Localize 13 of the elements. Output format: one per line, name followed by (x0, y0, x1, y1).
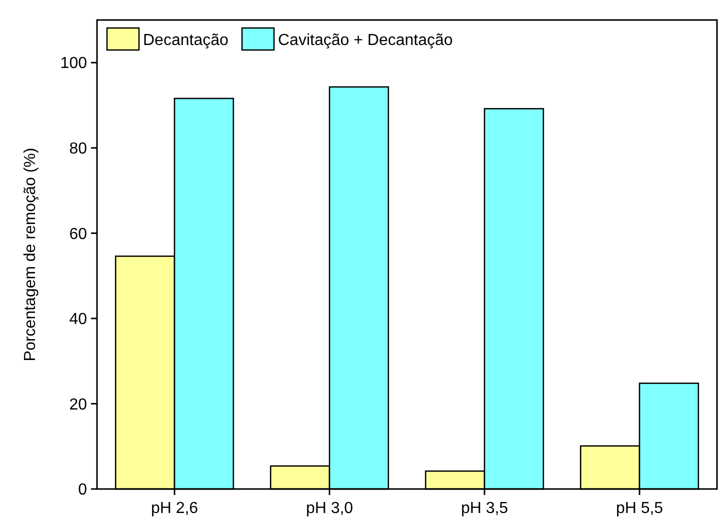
y-tick-label: 60 (69, 226, 88, 243)
x-tick-label: pH 2,6 (150, 500, 198, 517)
y-tick-label: 40 (69, 311, 88, 328)
y-tick-label: 100 (60, 55, 88, 72)
x-tick-label: pH 3,5 (460, 500, 508, 517)
x-tick-label: pH 3,0 (306, 500, 354, 517)
y-tick-label: 80 (69, 140, 88, 158)
y-tick-label: 0 (78, 482, 88, 499)
y-tick-label: 20 (69, 396, 88, 414)
x-tick-label: pH 5,5 (616, 500, 664, 517)
legend-label: Cavitação + Decantação (278, 32, 453, 49)
legend-label: Decantação (143, 32, 228, 49)
y-axis-title: Porcentagem de remoção (%) (22, 148, 39, 362)
